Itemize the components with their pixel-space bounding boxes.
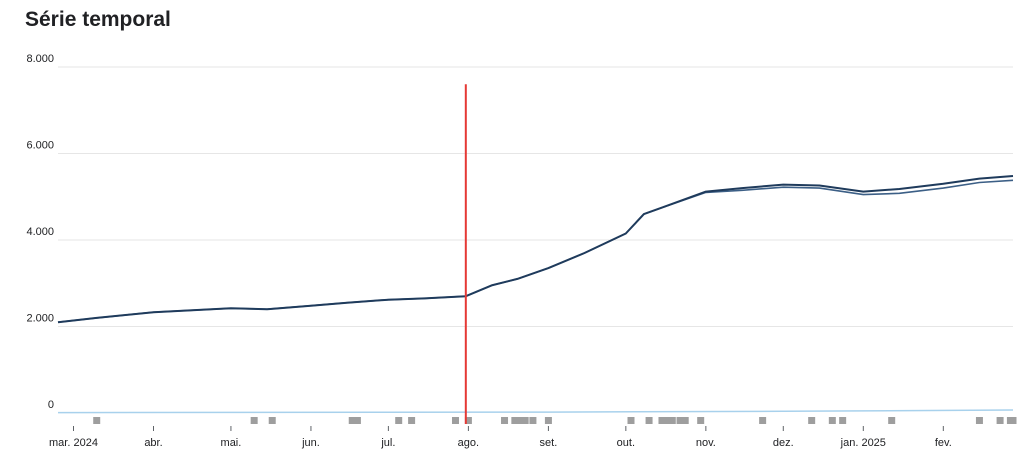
event-marker — [511, 417, 519, 424]
event-marker — [516, 417, 524, 424]
baseline-series-line — [57, 409, 1014, 414]
event-marker — [501, 417, 509, 424]
event-marker — [451, 417, 459, 424]
x-tick-label: fev. — [935, 437, 952, 449]
gridlines — [58, 66, 1013, 327]
x-tick-label: mar. 2024 — [49, 437, 98, 449]
event-marker — [888, 417, 896, 424]
x-tick-label: mai. — [221, 437, 242, 449]
x-tick-label: nov. — [696, 437, 716, 449]
event-marker — [353, 417, 361, 424]
event-marker — [759, 417, 767, 424]
x-tick-label: dez. — [773, 437, 794, 449]
y-axis-ticks: 0 2.000 4.000 6.000 8.000 — [26, 53, 54, 411]
event-marker — [529, 417, 537, 424]
event-marker — [996, 417, 1004, 424]
event-marker — [663, 417, 671, 424]
event-marker — [395, 417, 403, 424]
y-tick-label: 6.000 — [26, 140, 54, 152]
x-tick-label: ago. — [458, 437, 479, 449]
event-marker — [521, 417, 529, 424]
x-axis-ticks: mar. 2024 abr. mai. jun. jul. ago. set. out. nov… — [49, 426, 952, 449]
x-tick-label: set. — [540, 437, 558, 449]
event-marker — [839, 417, 847, 424]
event-marker — [544, 417, 552, 424]
event-marker — [464, 417, 472, 424]
event-marker — [676, 417, 684, 424]
event-marker — [828, 417, 836, 424]
x-tick-label: jul. — [380, 437, 395, 449]
event-marker — [808, 417, 816, 424]
page-title: Série temporal — [25, 8, 171, 31]
y-tick-label: 2.000 — [26, 313, 54, 325]
event-marker — [681, 417, 689, 424]
y-tick-label: 0 — [48, 399, 54, 411]
event-marker — [658, 417, 666, 424]
event-markers — [93, 417, 1017, 424]
event-marker — [697, 417, 705, 424]
event-marker — [668, 417, 676, 424]
event-marker — [975, 417, 983, 424]
x-tick-label: jun. — [301, 437, 320, 449]
x-tick-label: abr. — [144, 437, 162, 449]
event-marker — [348, 417, 356, 424]
series-line-2 — [57, 175, 1014, 324]
y-tick-label: 8.000 — [26, 53, 54, 65]
y-tick-label: 4.000 — [26, 226, 54, 238]
event-marker — [627, 417, 635, 424]
event-marker — [645, 417, 653, 424]
x-tick-label: jan. 2025 — [840, 437, 886, 449]
event-marker — [250, 417, 258, 424]
event-marker — [408, 417, 416, 424]
series-lines — [57, 175, 1014, 414]
event-marker — [93, 417, 101, 424]
x-tick-label: out. — [617, 437, 635, 449]
event-marker — [1009, 417, 1017, 424]
event-marker — [268, 417, 276, 424]
series-line-1 — [57, 179, 1014, 323]
